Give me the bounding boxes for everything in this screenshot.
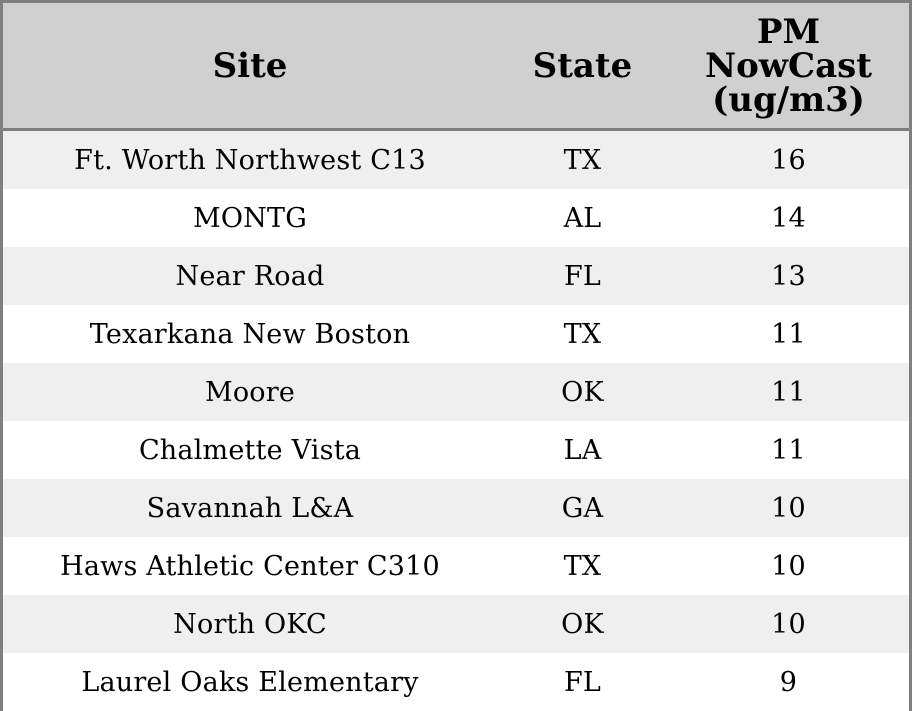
- table-row: Laurel Oaks Elementary FL 9: [3, 653, 909, 711]
- site-cell: Chalmette Vista: [138, 434, 362, 466]
- state-cell: TX: [563, 550, 602, 582]
- site-cell: Haws Athletic Center C310: [60, 550, 440, 582]
- table-body: Ft. Worth Northwest C13 TX 16 MONTG AL 1…: [3, 131, 909, 711]
- table-row: Texarkana New Boston TX 11: [3, 305, 909, 363]
- state-cell: OK: [561, 608, 604, 640]
- site-cell: Near Road: [175, 260, 325, 292]
- table-row: Moore OK 11: [3, 363, 909, 421]
- pm-value-cell: 10: [771, 492, 806, 524]
- pm-value-cell: 16: [771, 144, 806, 176]
- pm-value-cell: 11: [771, 318, 806, 350]
- state-cell: GA: [561, 492, 604, 524]
- site-cell: Texarkana New Boston: [89, 318, 411, 350]
- state-cell: TX: [563, 318, 602, 350]
- header-unit-line: (ug/m3): [712, 79, 865, 120]
- state-cell: LA: [563, 434, 602, 466]
- header-nowcast-line: NowCast: [705, 45, 872, 86]
- state-cell: FL: [563, 666, 602, 698]
- header-pm-nowcast-label: PM NowCast (ug/m3): [705, 15, 872, 117]
- pm-value-cell: 11: [771, 376, 806, 408]
- site-cell: Moore: [204, 376, 296, 408]
- site-cell: MONTG: [193, 202, 307, 234]
- state-cell: AL: [563, 202, 602, 234]
- header-site: Site: [3, 3, 497, 128]
- site-cell: Laurel Oaks Elementary: [81, 666, 419, 698]
- header-pm-line: PM: [756, 11, 821, 52]
- pm-value-cell: 13: [771, 260, 806, 292]
- header-pm-nowcast: PM NowCast (ug/m3): [668, 3, 909, 128]
- state-cell: OK: [561, 376, 604, 408]
- header-state-label: State: [532, 45, 633, 86]
- site-cell: Ft. Worth Northwest C13: [74, 144, 426, 176]
- pm-value-cell: 11: [771, 434, 806, 466]
- table-row: North OKC OK 10: [3, 595, 909, 653]
- state-cell: TX: [563, 144, 602, 176]
- table-row: MONTG AL 14: [3, 189, 909, 247]
- site-cell: Savannah L&A: [146, 492, 354, 524]
- pm-value-cell: 10: [771, 608, 806, 640]
- header-site-label: Site: [212, 45, 288, 86]
- site-cell: North OKC: [173, 608, 327, 640]
- table-row: Haws Athletic Center C310 TX 10: [3, 537, 909, 595]
- table-row: Savannah L&A GA 10: [3, 479, 909, 537]
- pm-value-cell: 10: [771, 550, 806, 582]
- table-row: Near Road FL 13: [3, 247, 909, 305]
- table-row: Ft. Worth Northwest C13 TX 16: [3, 131, 909, 189]
- table-header: Site State PM NowCast (ug/m3): [3, 3, 909, 131]
- state-cell: FL: [563, 260, 602, 292]
- pm-value-cell: 9: [779, 666, 798, 698]
- table-row: Chalmette Vista LA 11: [3, 421, 909, 479]
- header-state: State: [497, 3, 668, 128]
- pm-value-cell: 14: [771, 202, 806, 234]
